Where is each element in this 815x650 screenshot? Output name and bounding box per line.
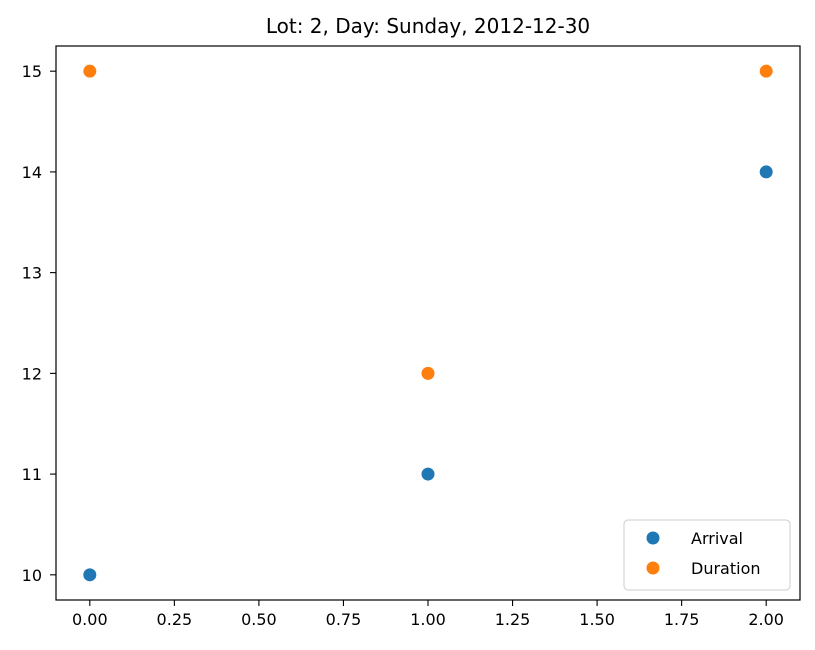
x-tick-label: 1.75 [664,610,700,629]
x-tick-label: 0.75 [326,610,362,629]
axis-ticks: 0.00 0.25 0.50 0.75 1.00 1.25 1.50 1.75 2.00 10 11… [22,62,784,629]
y-tick-label: 11 [22,465,42,484]
point-arrival-1 [421,467,435,481]
legend-marker-arrival [646,531,660,545]
y-tick-label: 12 [22,364,42,383]
point-arrival-2 [759,165,773,179]
point-duration-0 [83,64,97,78]
y-tick-label: 14 [22,163,42,182]
y-tick-label: 13 [22,264,42,283]
legend-label-duration: Duration [691,559,761,578]
legend-label-arrival: Arrival [691,529,743,548]
x-tick-label: 1.00 [410,610,446,629]
plot-area-frame [55,45,801,601]
x-tick-label: 0.25 [157,610,193,629]
legend-box [623,519,791,591]
y-tick-label: 15 [22,62,42,81]
point-duration-2 [759,64,773,78]
point-duration-1 [421,366,435,380]
data-points [83,64,773,582]
y-tick-label: 10 [22,566,42,585]
legend: Arrival Duration [623,519,791,591]
x-tick-label: 0.50 [241,610,277,629]
legend-marker-duration [646,561,660,575]
point-arrival-0 [83,568,97,582]
x-tick-label: 1.50 [579,610,615,629]
x-tick-label: 1.25 [495,610,531,629]
x-tick-label: 2.00 [748,610,784,629]
x-tick-label: 0.00 [72,610,108,629]
chart-title: Lot: 2, Day: Sunday, 2012-12-30 [266,14,590,38]
